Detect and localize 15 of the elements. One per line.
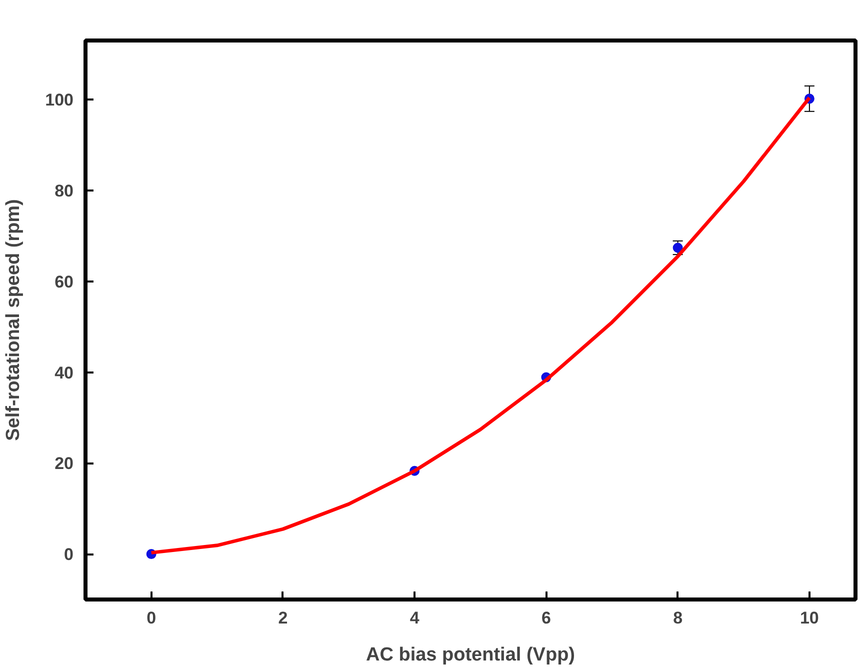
x-tick-label: 10	[800, 608, 819, 628]
y-tick-label: 60	[54, 272, 74, 292]
y-tick-label: 0	[64, 545, 74, 564]
y-tick-label: 80	[54, 181, 74, 200]
y-axis-title: Self-rotational speed (rpm)	[3, 199, 24, 441]
point	[672, 242, 683, 253]
y-tick-label: 100	[45, 90, 74, 110]
x-tick-label: 6	[541, 608, 551, 628]
x-tick-label: 4	[410, 608, 420, 628]
y-tick-label: 20	[54, 454, 74, 474]
y-tick-label: 40	[54, 363, 74, 382]
x-tick-label: 8	[673, 608, 683, 628]
x-tick-label: 0	[146, 608, 156, 628]
x-axis-title: AC bias potential (Vpp)	[366, 644, 575, 666]
x-tick-label: 2	[278, 608, 288, 628]
